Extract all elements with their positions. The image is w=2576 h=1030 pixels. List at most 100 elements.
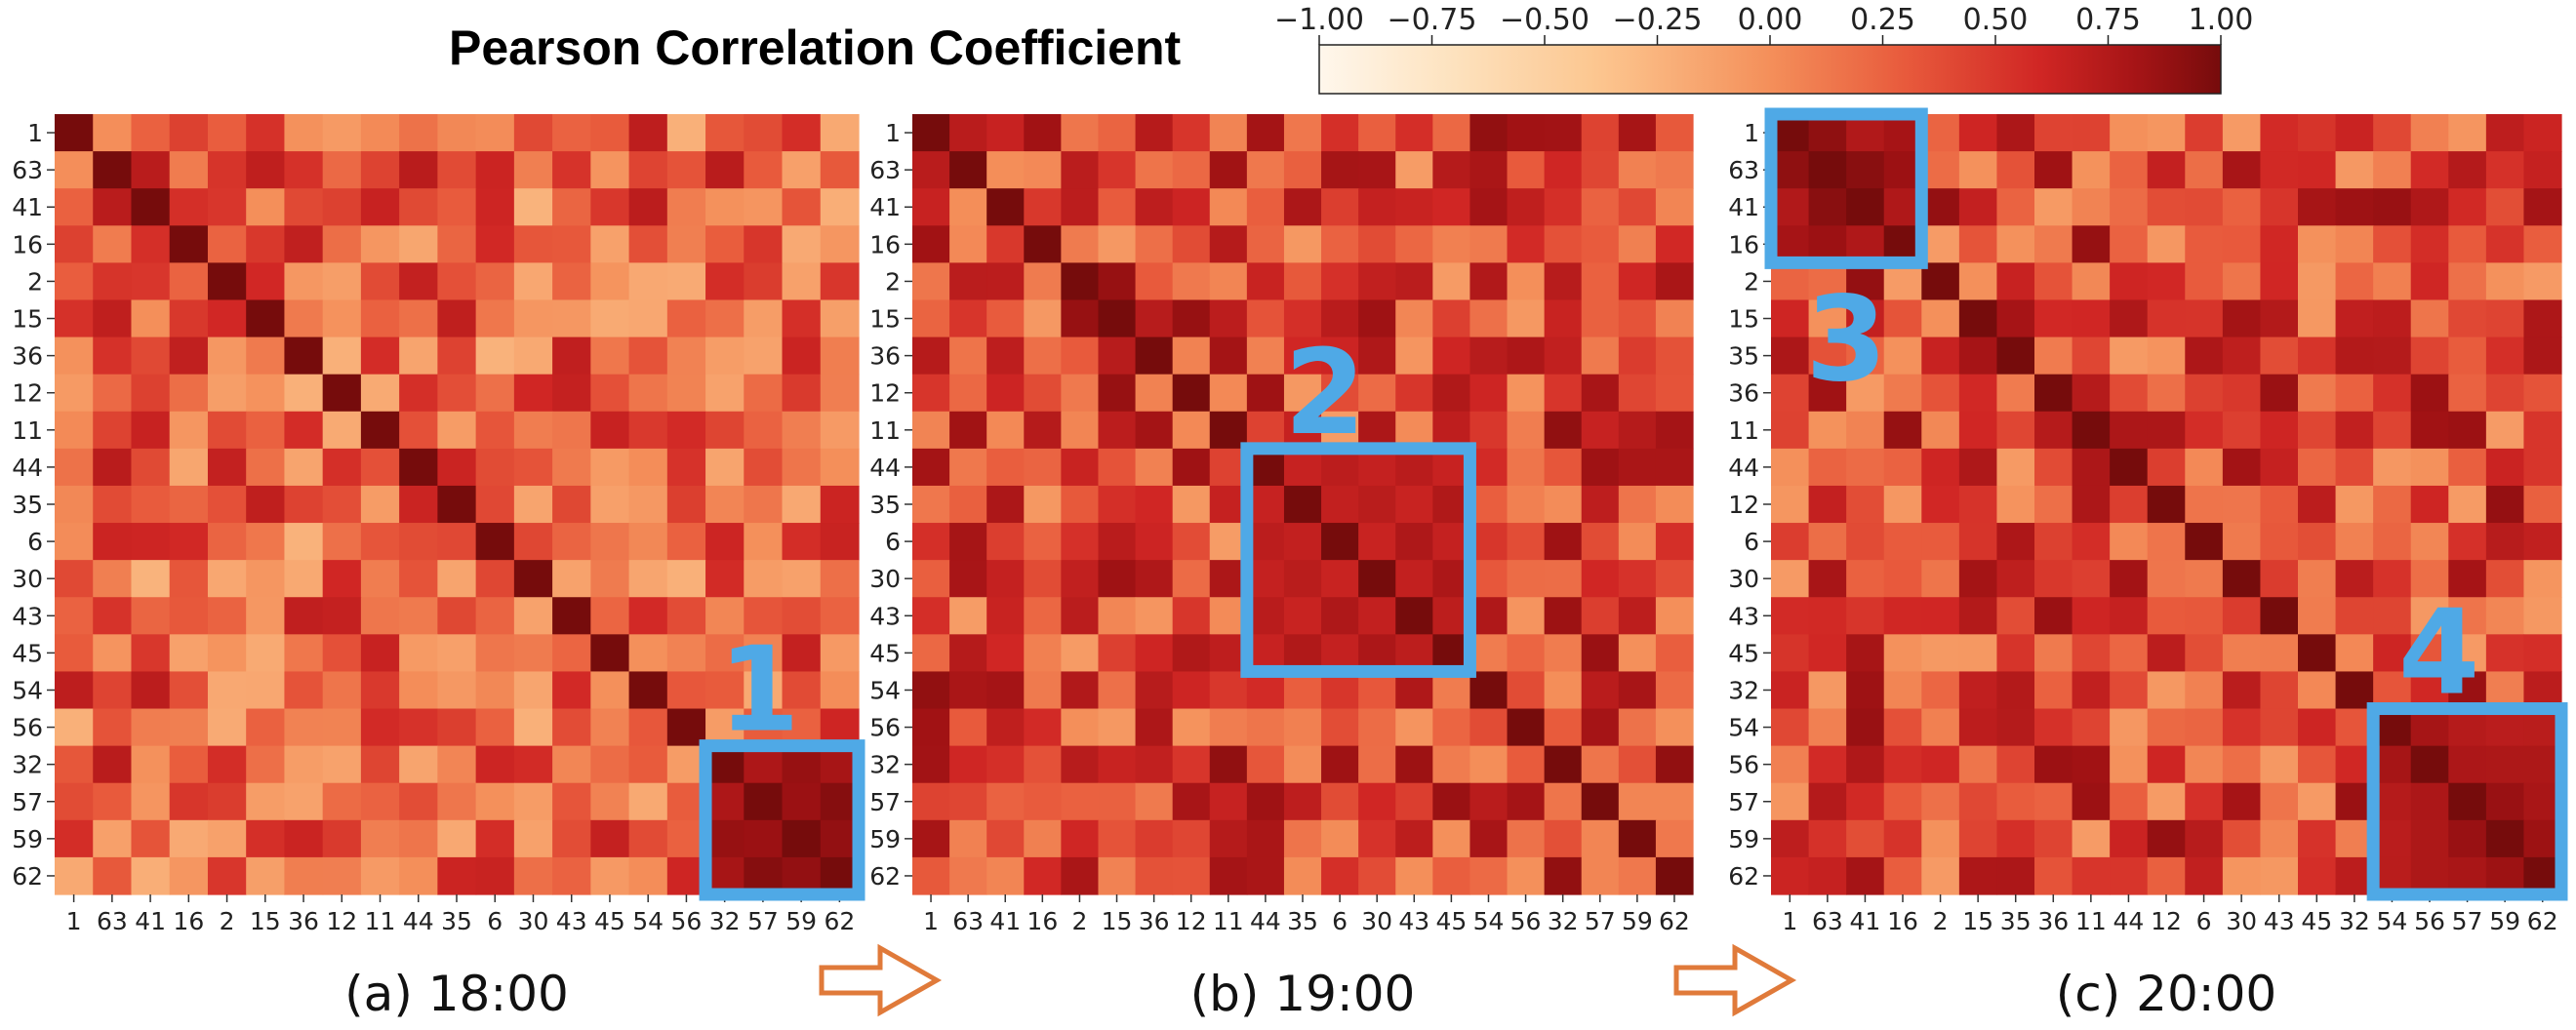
- heatmap-cell: [1358, 745, 1396, 784]
- heatmap-cell: [666, 671, 706, 710]
- heatmap-cell: [986, 337, 1025, 376]
- heatmap-cell: [1581, 634, 1620, 673]
- heatmap-cell: [1432, 745, 1471, 784]
- x-tick-label: 57: [747, 907, 779, 935]
- heatmap-cell: [1958, 485, 1998, 524]
- heatmap-cell: [1321, 299, 1359, 338]
- heatmap-cell: [2185, 448, 2224, 487]
- heatmap-cell: [1395, 262, 1433, 301]
- heatmap-cell: [2523, 411, 2562, 450]
- heatmap-cell: [949, 597, 987, 635]
- panel-caption: (b) 19:00: [1190, 966, 1416, 1022]
- heatmap-cell: [2147, 188, 2186, 226]
- heatmap-cell: [93, 225, 133, 263]
- heatmap-cell: [169, 374, 209, 413]
- heatmap-cell: [1135, 188, 1174, 226]
- heatmap-cell: [1655, 151, 1694, 189]
- heatmap-cell: [590, 819, 630, 858]
- heatmap-cell: [1996, 523, 2035, 561]
- heatmap-cell: [986, 523, 1025, 561]
- heatmap-cell: [169, 411, 209, 450]
- heatmap-cell: [1024, 299, 1062, 338]
- heatmap-cell: [169, 114, 209, 152]
- heatmap-cell: [1061, 560, 1100, 598]
- heatmap-cell: [1098, 634, 1137, 673]
- heatmap-cell: [2110, 597, 2149, 635]
- heatmap-cell: [2034, 151, 2073, 189]
- heatmap-cell: [1618, 745, 1657, 784]
- x-tick-label: 2: [1071, 907, 1087, 935]
- y-tick-label: 59: [1728, 825, 1759, 853]
- heatmap-cell: [207, 708, 247, 747]
- heatmap-cell: [1246, 188, 1285, 226]
- heatmap-cell: [284, 671, 324, 710]
- heatmap-cell: [1618, 634, 1657, 673]
- heatmap-cell: [2448, 448, 2487, 487]
- heatmap-cell: [986, 708, 1025, 747]
- heatmap-cell: [207, 782, 247, 821]
- heatmap-cell: [93, 485, 133, 524]
- heatmap-cell: [2222, 114, 2262, 152]
- heatmap-cell: [2523, 523, 2562, 561]
- heatmap-cell: [1581, 708, 1620, 747]
- heatmap-cell: [1246, 299, 1285, 338]
- heatmap-cell: [744, 560, 784, 598]
- heatmap-cell: [1544, 374, 1583, 413]
- heatmap-cell: [1061, 523, 1100, 561]
- panel-caption: (a) 18:00: [344, 966, 569, 1022]
- heatmap-cell: [1921, 448, 1960, 487]
- heatmap-cell: [1172, 634, 1211, 673]
- heatmap-cell: [1846, 374, 1885, 413]
- heatmap-cell: [705, 485, 745, 524]
- x-tick-label: 11: [2075, 907, 2107, 935]
- heatmap-cell: [513, 634, 553, 673]
- heatmap-cell: [2110, 745, 2149, 784]
- heatmap-cell: [1507, 634, 1546, 673]
- heatmap-cell: [628, 671, 668, 710]
- heatmap-cell: [1808, 597, 1847, 635]
- heatmap-cell: [246, 819, 286, 858]
- heatmap-cell: [1921, 782, 1960, 821]
- heatmap-cell: [93, 523, 133, 561]
- heatmap-cell: [1921, 374, 1960, 413]
- y-tick-label: 57: [1728, 788, 1759, 816]
- heatmap-cell: [2260, 856, 2299, 895]
- heatmap-cell: [2298, 819, 2337, 858]
- heatmap-cell: [1544, 523, 1583, 561]
- heatmap-cell: [744, 225, 784, 263]
- heatmap-cell: [2072, 299, 2111, 338]
- heatmap-cell: [399, 708, 438, 747]
- heatmap-cell: [705, 671, 745, 710]
- heatmap-cell: [744, 188, 784, 226]
- heatmap-cell: [590, 374, 630, 413]
- heatmap-cell: [2485, 523, 2525, 561]
- x-tick-label: 59: [2489, 907, 2520, 935]
- heatmap-cell: [2260, 782, 2299, 821]
- heatmap-cell: [131, 225, 171, 263]
- heatmap-cell: [1507, 299, 1546, 338]
- heatmap-cell: [1135, 523, 1174, 561]
- heatmap-cell: [820, 411, 860, 450]
- heatmap-cell: [1172, 560, 1211, 598]
- heatmap-cell: [1958, 597, 1998, 635]
- heatmap-cell: [1172, 151, 1211, 189]
- heatmap-cell: [246, 151, 286, 189]
- heatmap-cell: [1958, 523, 1998, 561]
- heatmap-cell: [2110, 856, 2149, 895]
- heatmap-cell: [1958, 151, 1998, 189]
- colorbar: −1.00 −0.75 −0.50 −0.25 0.00 0.25 0.50 0.75 1.00: [1274, 3, 2253, 95]
- heatmap-cell: [2298, 634, 2337, 673]
- heatmap-cell: [1771, 299, 1810, 338]
- heatmap-cell: [1808, 374, 1847, 413]
- heatmap-cell: [2034, 782, 2073, 821]
- heatmap-cell: [628, 374, 668, 413]
- heatmap-cell: [820, 671, 860, 710]
- heatmap-cell: [552, 819, 591, 858]
- heatmap-cell: [2260, 299, 2299, 338]
- heatmap-cell: [55, 151, 94, 189]
- heatmap-cell: [2448, 819, 2487, 858]
- heatmap-cell: [207, 262, 247, 301]
- heatmap-cell: [2373, 374, 2412, 413]
- heatmap-cell: [912, 634, 950, 673]
- heatmap-cell: [2147, 448, 2186, 487]
